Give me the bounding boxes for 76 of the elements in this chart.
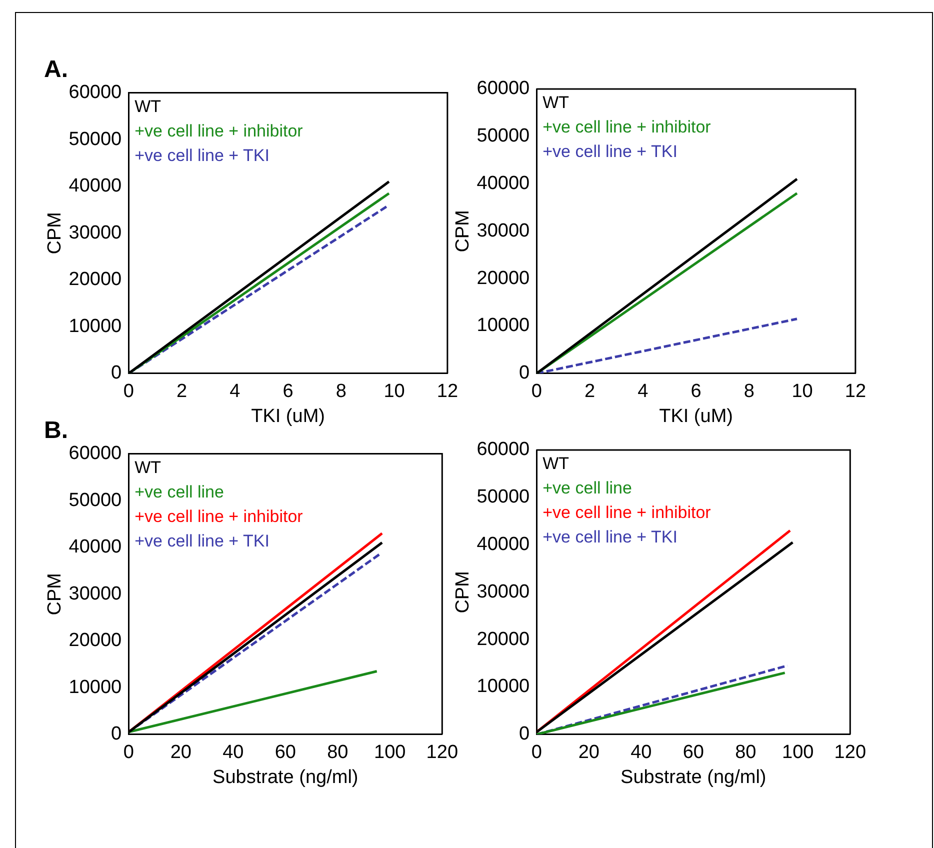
text: +ve cell line + TKI <box>134 531 270 550</box>
y-tick-label: 60000 <box>68 443 122 464</box>
x-tick-label: 80 <box>735 742 756 764</box>
x-tick-label: 2 <box>584 381 596 402</box>
x-tick-label: 100 <box>374 742 406 764</box>
y-tick-label: 20000 <box>476 268 530 289</box>
x-tick-label: 120 <box>834 742 866 764</box>
y-tick-label: 60000 <box>68 82 122 104</box>
text: +ve cell line + TKI <box>134 146 270 165</box>
y-tick-label: 50000 <box>68 490 122 511</box>
x-tick-label: 8 <box>336 381 346 402</box>
x-tick-label: 60 <box>274 742 296 764</box>
y-tick-label: 50000 <box>476 486 530 508</box>
y-tick-label: 10000 <box>476 676 530 698</box>
y-tick-label: 10000 <box>68 676 122 698</box>
y-tick-label: 30000 <box>68 222 122 244</box>
y-tick-label: 50000 <box>68 128 122 150</box>
x-tick-label: 10 <box>792 381 813 402</box>
y-tick-label: 40000 <box>68 176 122 197</box>
y-axis-title: CPM <box>44 212 66 254</box>
text: WT <box>134 458 162 477</box>
y-tick-label: 20000 <box>68 269 122 290</box>
text: WT <box>134 96 162 116</box>
y-tick-label: 10000 <box>476 315 530 336</box>
text: +ve cell line <box>134 482 224 502</box>
x-tick-label: 2 <box>176 381 188 402</box>
text: +ve cell line + TKI <box>542 528 678 547</box>
y-axis-title: CPM <box>452 210 474 252</box>
x-tick-label: 20 <box>170 742 192 764</box>
y-tick-label: 0 <box>519 724 530 745</box>
x-tick-label: 12 <box>844 381 866 402</box>
y-tick-label: 20000 <box>476 628 530 650</box>
x-tick-label: 12 <box>436 381 458 402</box>
y-tick-label: 50000 <box>476 126 530 147</box>
x-tick-label: 10 <box>384 381 405 402</box>
x-axis-title: Substrate (ng/ml) <box>212 766 358 788</box>
text: +ve cell line + inhibitor <box>134 506 304 526</box>
y-tick-label: 10000 <box>68 316 122 337</box>
x-tick-label: 60 <box>682 742 704 764</box>
x-tick-label: 20 <box>578 742 600 764</box>
chart-title: A. <box>44 56 68 84</box>
text: WT <box>542 93 570 112</box>
y-tick-label: 0 <box>111 362 122 384</box>
text: +ve cell line + inhibitor <box>134 121 304 140</box>
x-tick-label: 40 <box>630 742 652 764</box>
y-tick-label: 40000 <box>68 536 122 558</box>
x-axis-title: TKI (uM) <box>659 406 733 427</box>
x-tick-label: 120 <box>426 742 458 764</box>
x-axis-title: TKI (uM) <box>251 406 325 427</box>
x-tick-label: 8 <box>744 381 754 402</box>
y-tick-label: 0 <box>111 724 122 745</box>
x-tick-label: 40 <box>222 742 244 764</box>
x-tick-label: 6 <box>690 381 702 402</box>
text: +ve cell line + inhibitor <box>542 503 712 522</box>
y-tick-label: 60000 <box>476 78 530 100</box>
y-tick-label: 40000 <box>476 173 530 194</box>
text: +ve cell line <box>542 478 632 498</box>
x-tick-label: 100 <box>782 742 814 764</box>
y-tick-label: 20000 <box>68 630 122 652</box>
x-tick-label: 4 <box>638 381 649 402</box>
text: +ve cell line + TKI <box>542 142 678 162</box>
text: WT <box>542 454 570 474</box>
y-tick-label: 60000 <box>476 439 530 460</box>
x-tick-label: 80 <box>327 742 348 764</box>
y-tick-label: 0 <box>519 362 530 384</box>
chart-title: B. <box>44 417 68 444</box>
y-tick-label: 40000 <box>476 534 530 556</box>
text: +ve cell line + inhibitor <box>542 118 712 137</box>
x-axis-title: Substrate (ng/ml) <box>620 766 766 788</box>
x-tick-label: 4 <box>230 381 241 402</box>
y-axis-title: CPM <box>44 572 66 616</box>
y-tick-label: 30000 <box>68 583 122 604</box>
x-tick-label: 6 <box>282 381 294 402</box>
y-tick-label: 30000 <box>476 581 530 602</box>
y-tick-label: 30000 <box>476 220 530 242</box>
y-axis-title: CPM <box>452 571 474 614</box>
